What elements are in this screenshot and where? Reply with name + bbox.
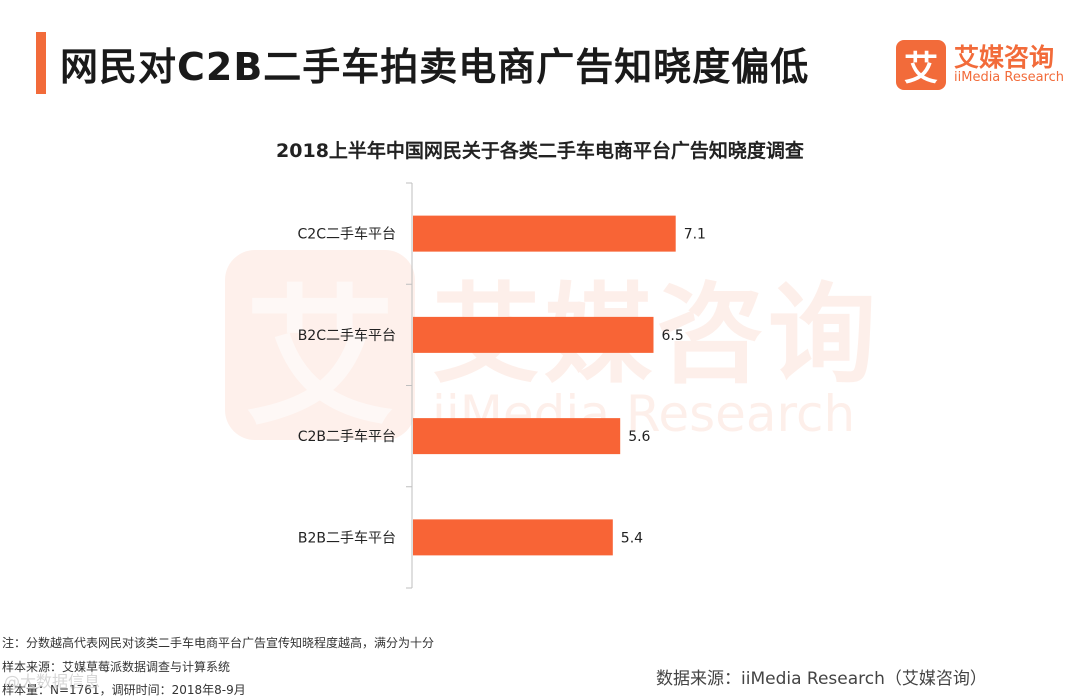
logo-name-en: iiMedia Research <box>954 70 1065 85</box>
value-label: 7.1 <box>684 227 706 243</box>
category-label: B2C二手车平台 <box>298 327 396 344</box>
bar <box>413 215 676 252</box>
chart-title: 2018上半年中国网民关于各类二手车电商平台广告知晓度调查 <box>276 140 804 162</box>
bar <box>413 316 654 353</box>
logo-name-cn: 艾媒咨询 <box>954 43 1055 72</box>
page-title: 网民对C2B二手车拍卖电商广告知晓度偏低 <box>60 45 810 89</box>
category-label: C2B二手车平台 <box>298 428 396 445</box>
footnote-sample-source: 样本来源：艾媒草莓派数据调查与计算系统 <box>2 660 231 674</box>
value-label: 5.6 <box>628 429 650 445</box>
watermark-glyph: 艾 <box>244 271 395 446</box>
bar <box>413 519 613 556</box>
brand-logo: 艾 艾媒咨询 iiMedia Research <box>896 40 1066 92</box>
data-source: 数据来源：iiMedia Research（艾媒咨询） <box>656 669 987 689</box>
category-label: C2C二手车平台 <box>298 226 396 243</box>
title-accent-bar <box>36 32 46 94</box>
footnote-scale: 注：分数越高代表网民对该类二手车电商平台广告宣传知晓程度越高，满分为十分 <box>2 636 435 650</box>
weibo-watermark: @大数据信息 <box>4 672 101 691</box>
logo-mark-icon: 艾 <box>896 40 946 90</box>
watermark-box <box>225 250 415 440</box>
value-label: 5.4 <box>621 530 643 546</box>
category-label: B2B二手车平台 <box>298 529 396 546</box>
footnote-sample-size: 样本量：N=1761，调研时间：2018年8-9月 <box>2 683 246 697</box>
bar <box>413 418 621 455</box>
value-label: 6.5 <box>662 328 684 344</box>
